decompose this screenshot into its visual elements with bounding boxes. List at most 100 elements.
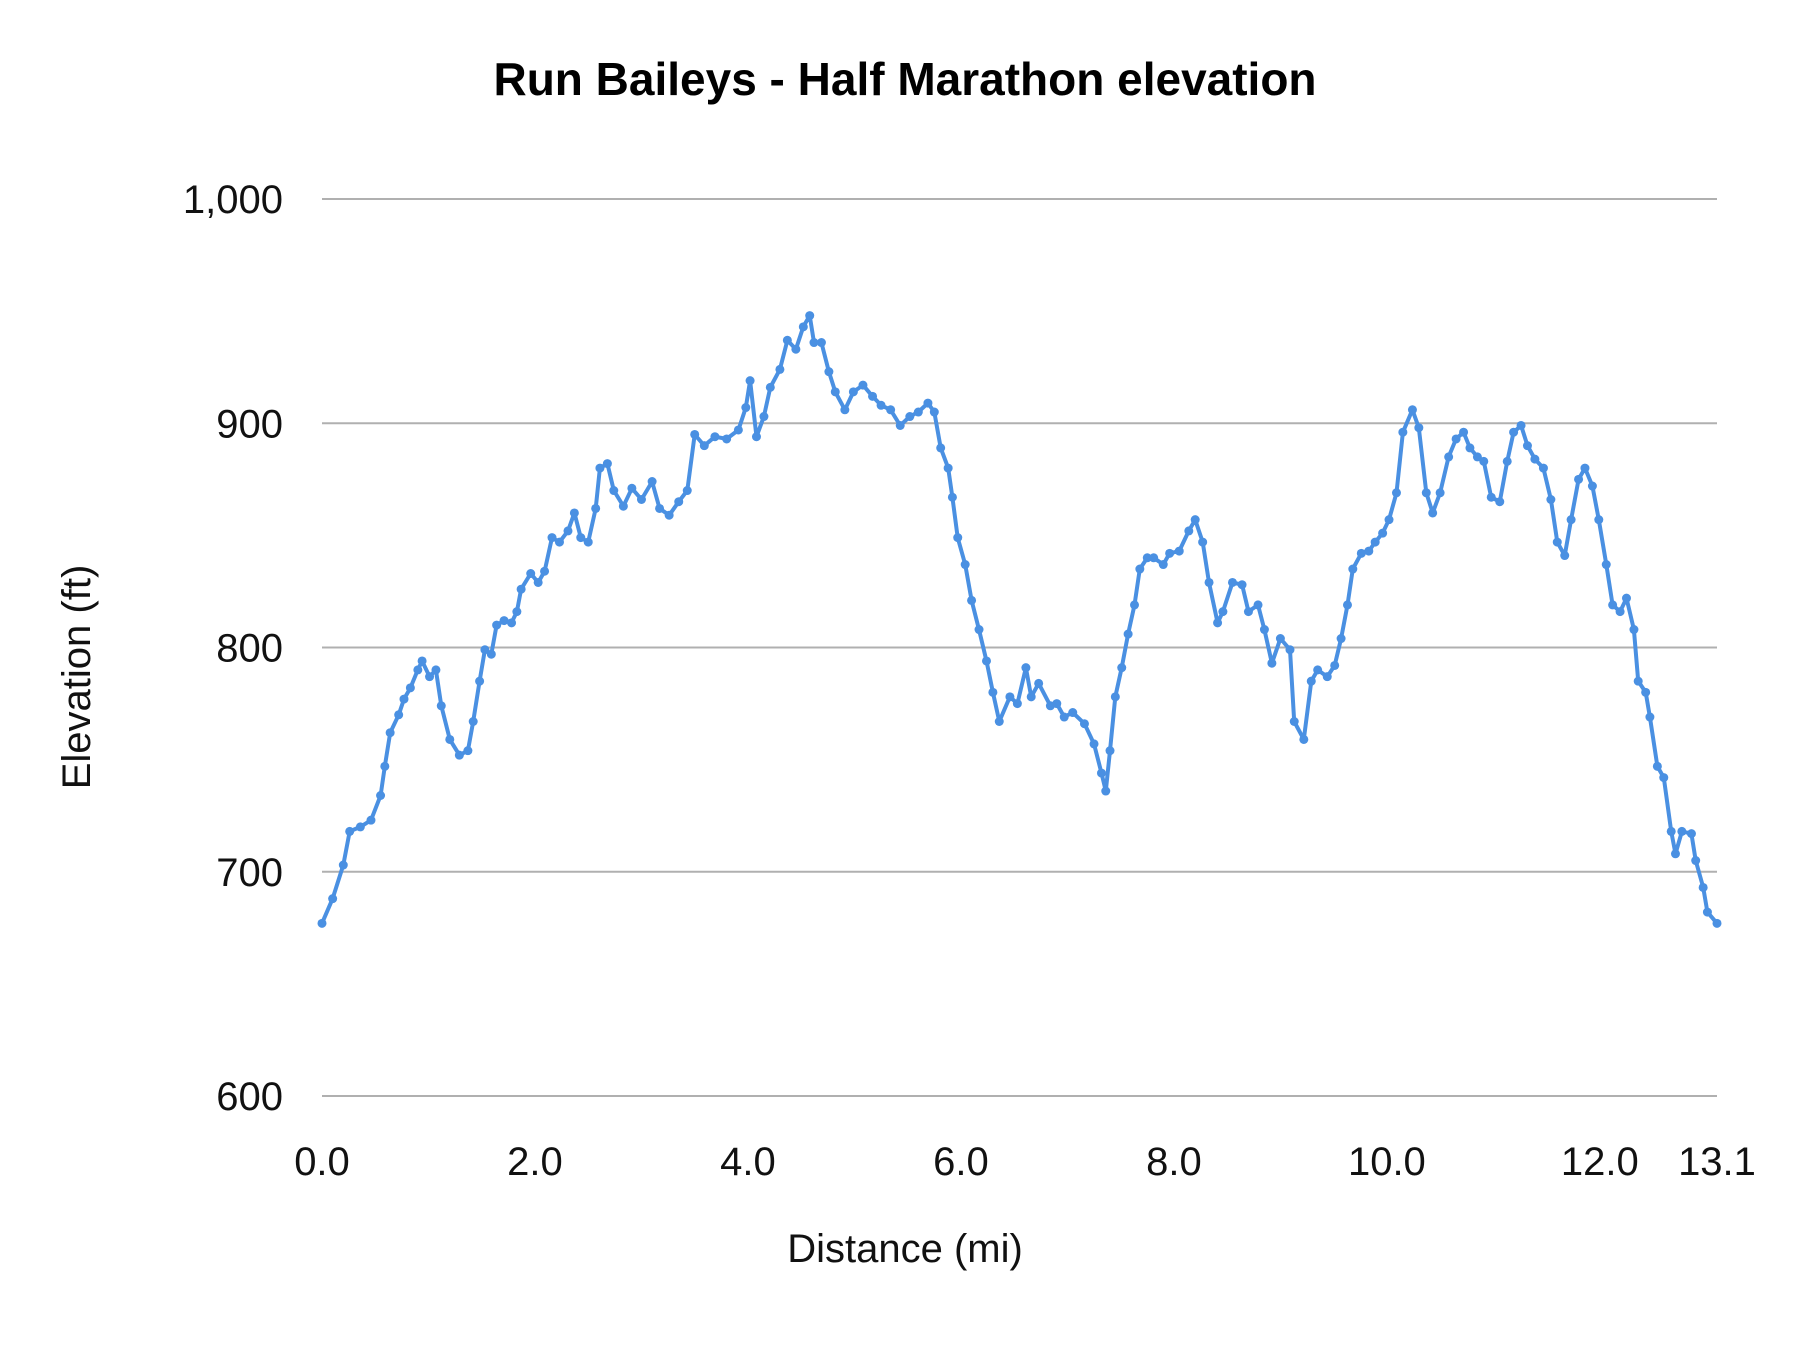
data-point: [1123, 629, 1133, 639]
data-point: [431, 665, 441, 675]
x-tick-label: 8.0: [1146, 1140, 1202, 1184]
data-point: [1574, 474, 1584, 484]
data-point: [722, 434, 732, 444]
data-point: [512, 607, 522, 617]
data-point: [1538, 463, 1548, 473]
y-tick-label: 700: [216, 851, 283, 895]
data-point: [1479, 456, 1489, 466]
data-point: [1190, 515, 1200, 525]
data-point: [1666, 826, 1676, 836]
data-point: [468, 717, 478, 727]
data-point: [1522, 441, 1532, 451]
data-point: [1299, 734, 1309, 744]
data-point: [376, 791, 386, 801]
data-point: [759, 412, 769, 422]
data-point: [1691, 856, 1701, 866]
data-point: [526, 568, 536, 578]
data-point: [454, 750, 464, 760]
data-point: [602, 459, 612, 469]
x-axis-ticks: 0.0 2.0 4.0 6.0 8.0 10.0 12.0 13.1: [294, 1140, 1756, 1184]
data-point: [1259, 625, 1269, 635]
data-point: [1444, 452, 1454, 462]
data-point: [366, 815, 376, 825]
data-point: [399, 694, 409, 704]
data-point: [1702, 907, 1712, 917]
data-point: [1218, 607, 1228, 617]
data-point: [858, 380, 868, 390]
data-point: [1486, 492, 1496, 502]
data-point: [1677, 826, 1687, 836]
data-point: [1560, 551, 1570, 561]
data-point: [674, 497, 684, 507]
data-point: [1428, 508, 1438, 518]
data-point: [380, 761, 390, 771]
data-point: [492, 620, 502, 630]
data-point: [463, 746, 473, 756]
data-point: [745, 376, 755, 386]
data-point: [1237, 580, 1247, 590]
data-point: [664, 510, 674, 520]
data-point: [533, 577, 543, 587]
data-point: [1601, 560, 1611, 570]
data-point: [947, 492, 957, 502]
data-point: [1459, 427, 1469, 437]
data-point: [1633, 676, 1643, 686]
data-point: [1130, 600, 1140, 610]
data-point: [1158, 560, 1168, 570]
data-point: [1243, 607, 1253, 617]
data-point: [591, 503, 601, 513]
data-point: [936, 443, 946, 453]
data-point: [1587, 481, 1597, 491]
data-point: [953, 533, 963, 543]
x-axis-label: Distance (mi): [787, 1227, 1023, 1271]
y-tick-label: 600: [216, 1075, 283, 1119]
data-point: [905, 412, 915, 422]
data-point: [1594, 515, 1604, 525]
x-tick-label: 12.0: [1561, 1140, 1639, 1184]
data-point: [436, 701, 446, 711]
data-point: [445, 734, 455, 744]
data-point: [609, 486, 619, 496]
data-point: [1135, 564, 1145, 574]
data-point: [1652, 761, 1662, 771]
data-point: [848, 387, 858, 397]
data-point: [1253, 600, 1263, 610]
data-point: [1516, 420, 1526, 430]
data-point: [929, 407, 939, 417]
data-point: [816, 338, 826, 348]
data-point: [1117, 663, 1127, 673]
data-point: [1370, 537, 1380, 547]
data-point: [1629, 625, 1639, 635]
data-point: [507, 618, 517, 628]
data-point: [1110, 692, 1120, 702]
data-point: [1267, 658, 1277, 668]
data-point: [405, 683, 415, 693]
data-point: [618, 501, 628, 511]
data-point: [868, 391, 878, 401]
data-point: [345, 826, 355, 836]
data-point: [480, 645, 490, 655]
data-point: [1659, 773, 1669, 783]
data-point: [775, 364, 785, 374]
data-point: [1356, 548, 1366, 558]
data-point: [830, 387, 840, 397]
x-tick-label: 0.0: [294, 1140, 350, 1184]
data-point: [1204, 577, 1214, 587]
y-tick-label: 1,000: [183, 178, 283, 222]
x-tick-label: 2.0: [507, 1140, 563, 1184]
data-point: [824, 367, 834, 377]
data-point: [1552, 537, 1562, 547]
data-point: [583, 537, 593, 547]
data-point: [1096, 768, 1106, 778]
data-point: [943, 463, 953, 473]
data-point: [1336, 634, 1346, 644]
data-point: [1391, 488, 1401, 498]
data-point: [1012, 699, 1022, 709]
data-point: [782, 335, 792, 345]
x-tick-label: 4.0: [720, 1140, 776, 1184]
data-point: [699, 441, 709, 451]
data-point: [876, 400, 886, 410]
data-point: [1384, 515, 1394, 525]
data-point: [569, 508, 579, 518]
